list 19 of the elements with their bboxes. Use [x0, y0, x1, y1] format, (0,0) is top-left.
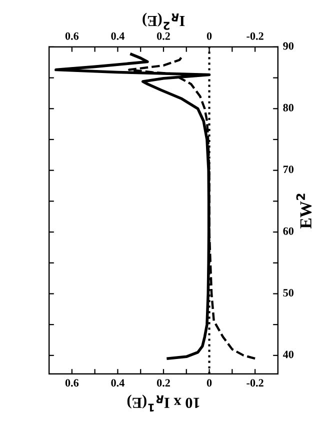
x2-tick-label: -0.2 — [246, 32, 264, 40]
x2-tick-label: 0.2 — [156, 32, 170, 40]
x-axis-title: 10 x I$_{R}$$^{1}$(E) — [127, 394, 200, 412]
x2-tick-label: 0.6 — [65, 32, 79, 40]
y-tick-label: 60 — [283, 227, 294, 235]
x-tick-label: 0.6 — [65, 379, 79, 387]
x-tick-label: 0.2 — [156, 379, 170, 387]
y-tick-label: 80 — [283, 104, 294, 112]
x2-tick-label: 0.4 — [111, 32, 124, 40]
y-tick-label: 70 — [283, 166, 294, 174]
x-tick-label: -0.2 — [246, 379, 264, 387]
x2-axis-title: I$_{R}$$^{2}$(E) — [142, 12, 185, 30]
x-tick-label: 0.4 — [111, 379, 124, 387]
y-tick-label: 40 — [282, 350, 294, 358]
x-tick-label: 0 — [206, 379, 212, 387]
x2-tick-label: 0 — [206, 32, 212, 40]
y-axis-title: EW$^{2}$ — [296, 194, 312, 228]
y-tick-label: 50 — [283, 289, 294, 297]
y-tick-label: 90 — [283, 42, 294, 50]
